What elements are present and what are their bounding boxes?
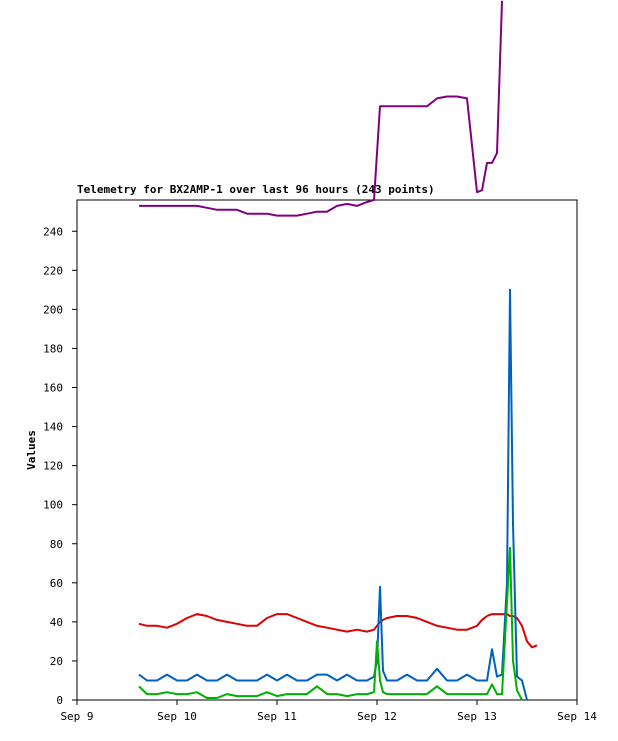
y-tick-label: 0: [56, 694, 63, 707]
y-tick-label: 20: [50, 655, 63, 668]
y-tick-label: 40: [50, 616, 63, 629]
chart-title: Telemetry for BX2AMP-1 over last 96 hour…: [77, 183, 435, 196]
y-tick-label: 180: [43, 342, 63, 355]
series-line: [138, 613, 538, 649]
y-tick-label: 100: [43, 499, 63, 512]
x-tick-label: Sep 10: [157, 710, 197, 723]
y-tick-label: 140: [43, 421, 63, 434]
y-tick-label: 80: [50, 538, 63, 551]
y-tick-label: 160: [43, 382, 63, 395]
series-line: [139, 0, 503, 217]
y-tick-label: 200: [43, 303, 63, 316]
x-tick-label: Sep 13: [457, 710, 497, 723]
y-tick-label: 60: [50, 577, 63, 590]
x-tick-label: Sep 9: [60, 710, 93, 723]
y-tick-label: 120: [43, 460, 63, 473]
y-tick-label: 240: [43, 225, 63, 238]
x-tick-label: Sep 11: [257, 710, 297, 723]
series-line: [139, 290, 537, 700]
x-tick-label: Sep 12: [357, 710, 397, 723]
plot-frame: [76, 199, 578, 701]
y-tick-label: 220: [43, 264, 63, 277]
x-tick-label: Sep 14: [557, 710, 597, 723]
series-line: [138, 546, 523, 701]
y-axis-label: Values: [25, 430, 38, 470]
